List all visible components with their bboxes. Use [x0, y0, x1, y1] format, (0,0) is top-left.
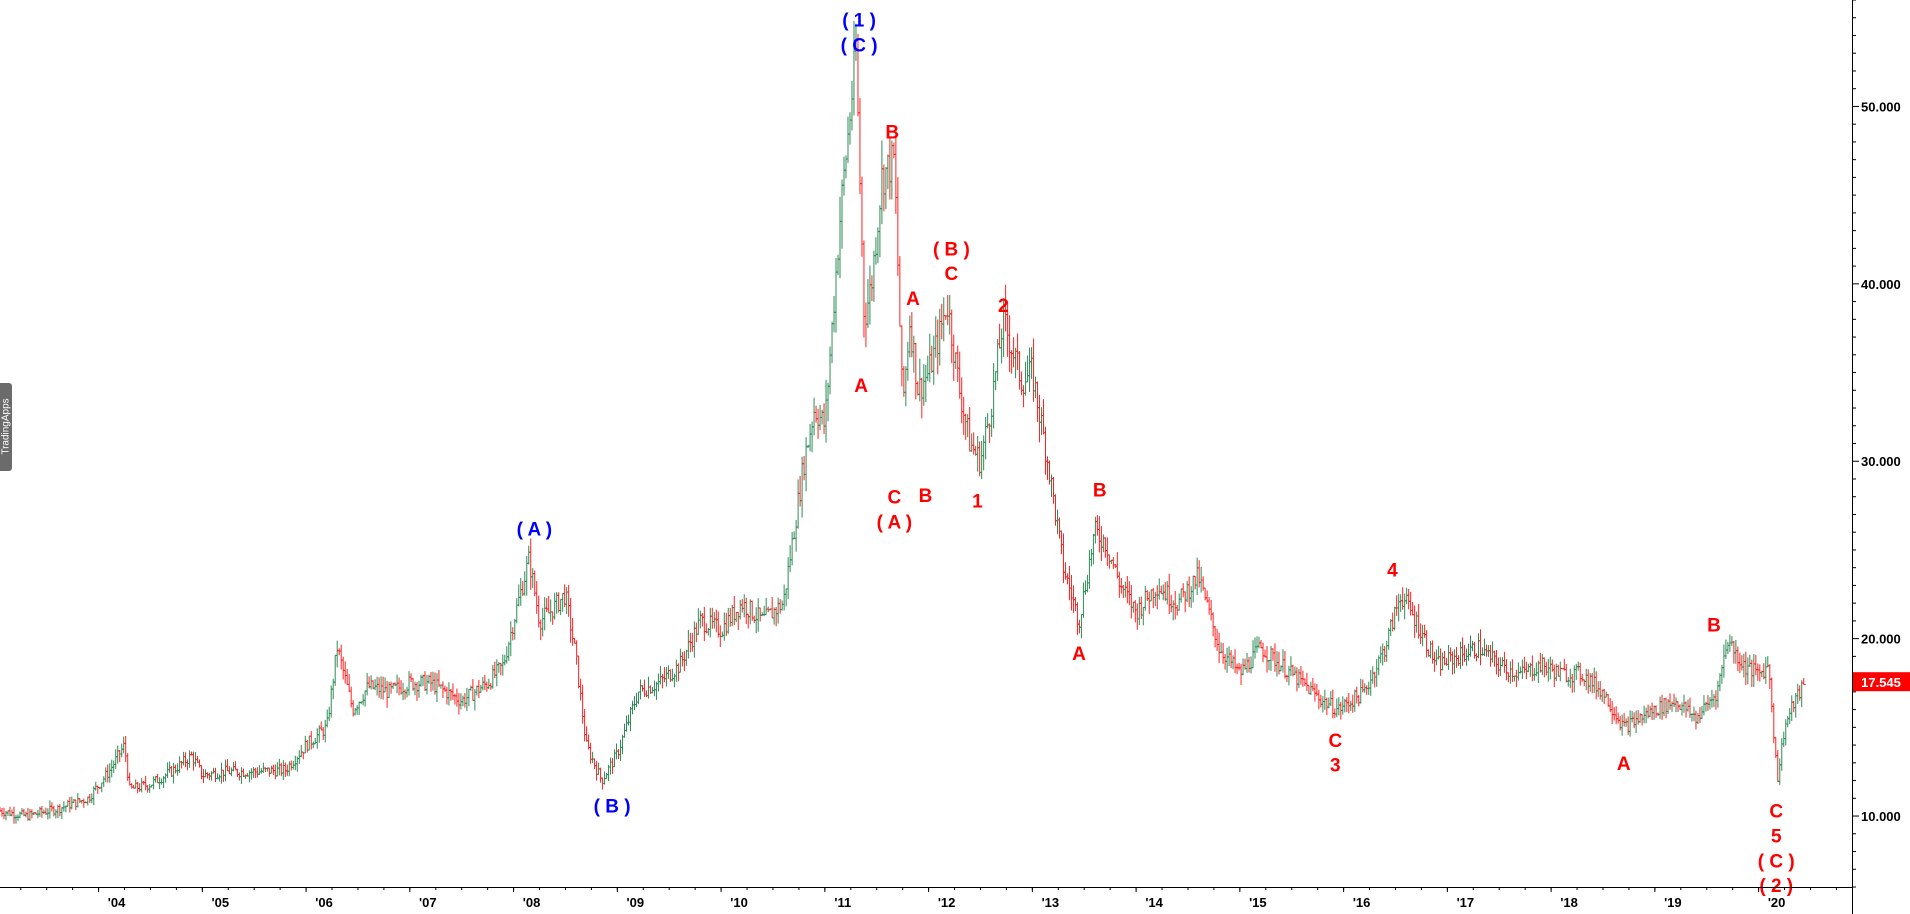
wave-label: 2 [998, 296, 1009, 317]
wave-labels: ( 1 )( C )( A )( B )ABC( A )AB( B )C12BA… [517, 11, 1795, 898]
x-tick-label: '09 [627, 895, 645, 910]
wave-label: B [1707, 615, 1721, 636]
x-axis-ticks: '04 '05 '06 '07 '08 '09 '10 '11 '12 '13 '14 '15 '16 '… [20, 887, 1837, 910]
y-axis-ticks: 10.000 20.000 30.000 40.000 50.000 [1852, 0, 1901, 888]
x-tick-label: '13 [1042, 895, 1060, 910]
wave-label: A [1617, 754, 1631, 775]
y-tick-label: 10.000 [1861, 809, 1901, 824]
x-tick-label: '15 [1249, 895, 1267, 910]
wave-label: B [885, 122, 899, 143]
x-tick-label: '14 [1145, 895, 1163, 910]
x-tick-label: '06 [315, 895, 333, 910]
wave-label: C [1769, 802, 1783, 823]
y-tick-label: 30.000 [1861, 454, 1901, 469]
x-tick-label: '05 [212, 895, 230, 910]
x-tick-label: '08 [523, 895, 541, 910]
watermark-tab: TradingApps [0, 383, 12, 471]
ohlc-bar [1801, 677, 1806, 686]
x-tick-label: '07 [419, 895, 437, 910]
last-price-tag-label: 17.545 [1861, 675, 1901, 690]
last-price-tag-bg [1853, 672, 1910, 692]
wave-label: 3 [1330, 756, 1341, 777]
x-tick-label: '17 [1457, 895, 1475, 910]
wave-label: C [887, 488, 901, 509]
wave-label: A [854, 376, 868, 397]
wave-label: ( A ) [877, 513, 913, 534]
y-tick-label: 50.000 [1861, 99, 1901, 114]
y-tick-label: 20.000 [1861, 632, 1901, 647]
watermark-label: TradingApps [0, 398, 12, 455]
wave-label: ( 1 ) [842, 11, 876, 32]
x-tick-label: '11 [834, 895, 851, 910]
ohlc-bars [0, 20, 1806, 824]
x-tick-label: '12 [938, 895, 956, 910]
wave-label: ( B ) [594, 796, 631, 817]
wave-label: A [1072, 644, 1086, 665]
wave-label: 5 [1771, 827, 1782, 848]
wave-label: ( C ) [1758, 851, 1795, 872]
x-tick-label: '20 [1768, 895, 1786, 910]
y-tick-label: 40.000 [1861, 277, 1901, 292]
wave-label: ( B ) [933, 239, 970, 260]
wave-label: B [919, 486, 933, 507]
x-tick-label: '10 [730, 895, 748, 910]
wave-label: B [1093, 481, 1107, 502]
wave-label: 1 [972, 491, 983, 512]
x-tick-label: '04 [108, 895, 126, 910]
wave-label: 4 [1387, 560, 1398, 581]
wave-label: ( 2 ) [1759, 876, 1793, 897]
wave-label: ( C ) [841, 35, 878, 56]
last-price-tag[interactable]: 17.545 [1853, 672, 1910, 692]
x-tick-label: '18 [1560, 895, 1578, 910]
wave-label: ( A ) [517, 520, 553, 541]
wave-label: C [1328, 731, 1342, 752]
wave-label: C [945, 264, 959, 285]
x-tick-label: '19 [1664, 895, 1682, 910]
wave-label: A [906, 289, 920, 310]
x-tick-label: '16 [1353, 895, 1371, 910]
plot-background [0, 0, 1852, 887]
